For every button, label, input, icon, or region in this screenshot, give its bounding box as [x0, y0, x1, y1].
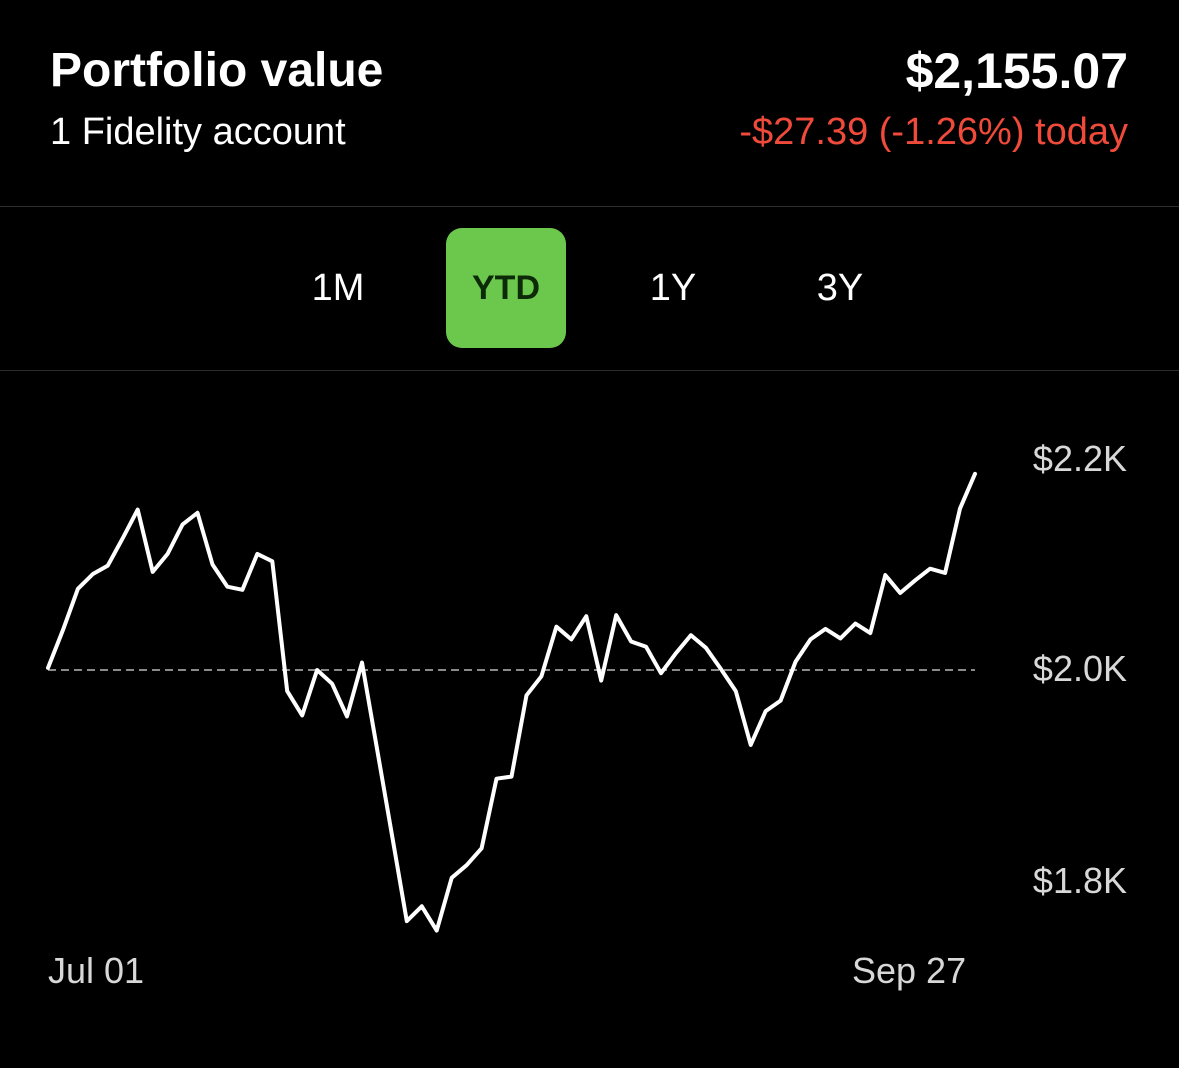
account-count: 1 Fidelity account — [50, 111, 346, 153]
x-tick-label-end: Sep 27 — [852, 950, 967, 991]
portfolio-header: Portfolio value 1 Fidelity account $2,15… — [0, 0, 1179, 206]
y-tick-label: $1.8K — [1032, 860, 1127, 901]
tab-1y[interactable]: 1Y — [613, 228, 733, 348]
y-tick-label: $2.0K — [1032, 648, 1127, 689]
portfolio-value: $2,155.07 — [905, 43, 1128, 99]
divider-top — [0, 206, 1179, 207]
series-line — [46, 471, 977, 933]
divider-bottom — [0, 370, 1179, 371]
tab-label: 1M — [311, 266, 365, 309]
time-range-tabs: 1M YTD 1Y 3Y — [0, 207, 1179, 370]
portfolio-chart[interactable]: $2.2K $2.0K $1.8K Jul 01 Sep 27 — [0, 371, 1179, 1068]
tab-ytd[interactable]: YTD — [446, 228, 566, 348]
tab-label: 1Y — [649, 266, 697, 309]
daily-change: -$27.39 (-1.26%) today — [739, 111, 1128, 153]
page-title: Portfolio value — [50, 44, 384, 97]
chart-canvas — [46, 471, 977, 933]
x-tick-label-start: Jul 01 — [48, 950, 145, 991]
y-tick-label: $2.2K — [1032, 438, 1127, 479]
tab-1m[interactable]: 1M — [278, 228, 398, 348]
tab-3y[interactable]: 3Y — [780, 228, 900, 348]
tab-label: 3Y — [816, 266, 864, 309]
tab-label: YTD — [472, 268, 540, 307]
